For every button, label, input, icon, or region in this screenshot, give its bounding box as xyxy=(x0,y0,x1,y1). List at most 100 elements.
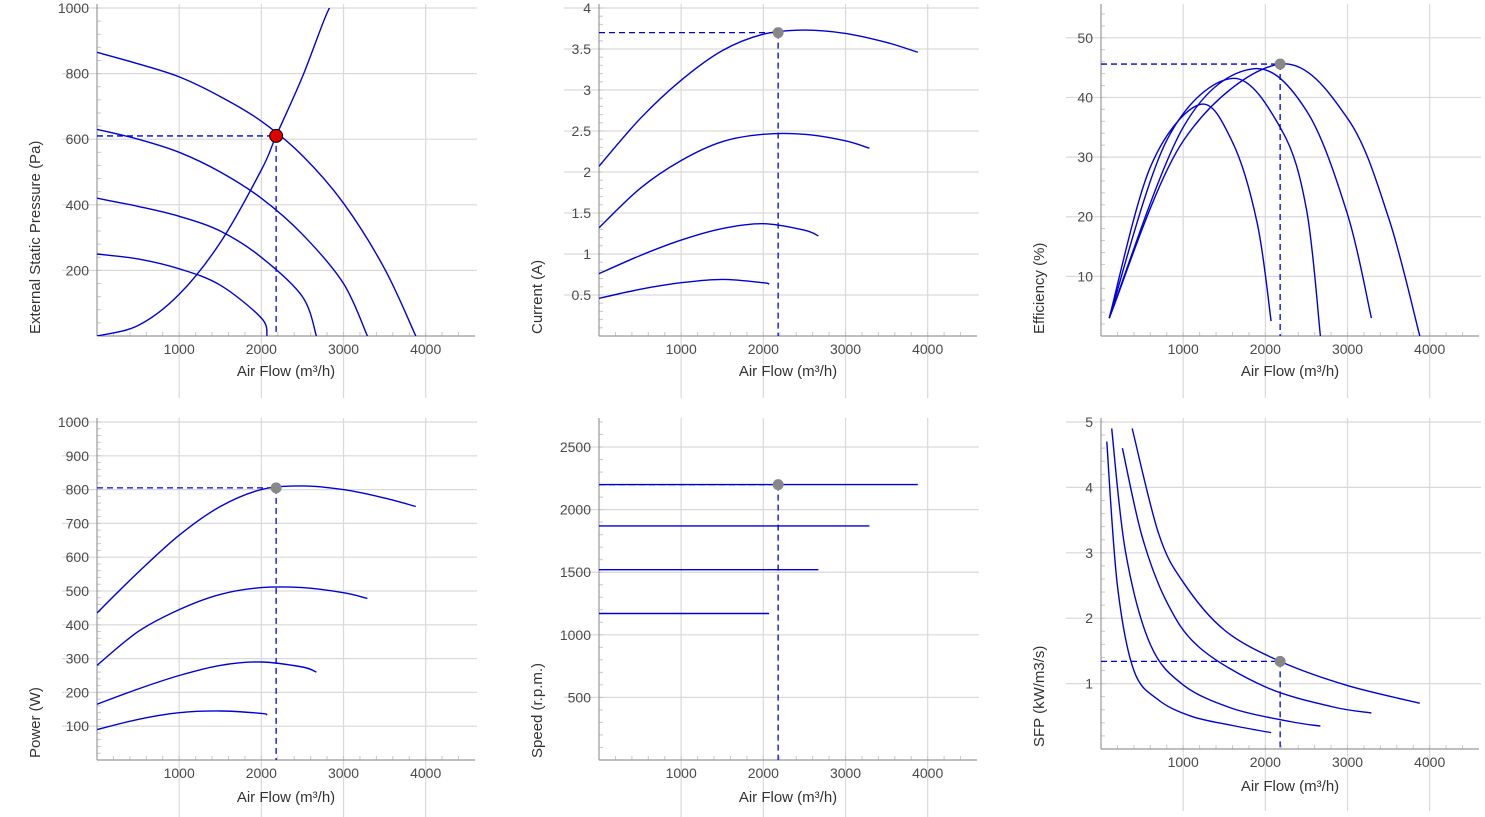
y-tick-label: 4 xyxy=(583,0,591,16)
x-tick-label: 3000 xyxy=(1332,754,1363,770)
series-curve-4 xyxy=(1106,441,1272,734)
x-axis-title: Air Flow (m³/h) xyxy=(237,363,335,380)
x-tick-label: 2000 xyxy=(748,341,779,357)
series-curve-1 xyxy=(599,29,919,167)
series-curve-4 xyxy=(97,253,268,336)
y-tick-label: 100 xyxy=(66,718,90,734)
chart-current-a: 1000 2000 3000 4000 0.5 1 1.5 2 2.5 3 3.5 4 Air Flow… xyxy=(529,0,979,398)
x-tick-label: 3000 xyxy=(830,341,861,357)
x-axis-title: Air Flow (m³/h) xyxy=(237,789,335,806)
x-tick-label: 2000 xyxy=(748,765,779,781)
operating-point-marker[interactable] xyxy=(270,482,282,494)
x-tick-label: 4000 xyxy=(912,765,943,781)
y-tick-label: 4 xyxy=(1085,479,1093,495)
y-tick-label: 3 xyxy=(583,82,591,98)
x-tick-label: 3000 xyxy=(328,341,359,357)
series-curve-4 xyxy=(599,278,770,299)
y-tick-label: 200 xyxy=(66,684,90,700)
operating-point-marker[interactable] xyxy=(1274,655,1286,667)
x-tick-label: 1000 xyxy=(164,765,195,781)
y-tick-label: 2500 xyxy=(560,439,591,455)
y-tick-label: 20 xyxy=(1077,209,1093,225)
y-tick-label: 1 xyxy=(1085,676,1093,692)
x-tick-label: 1000 xyxy=(1168,341,1199,357)
operating-point-marker[interactable] xyxy=(772,479,784,491)
series-curve-4 xyxy=(1108,103,1272,322)
x-tick-label: 2000 xyxy=(246,765,277,781)
y-tick-label: 1500 xyxy=(560,564,591,580)
y-tick-label: 800 xyxy=(66,482,90,498)
y-tick-label: 600 xyxy=(66,549,90,565)
series-curve-3 xyxy=(599,222,819,275)
x-tick-label: 4000 xyxy=(1414,754,1445,770)
operating-point-marker[interactable] xyxy=(269,128,284,143)
y-axis-title: SFP (kW/m3/s) xyxy=(1031,646,1048,747)
x-tick-label: 2000 xyxy=(1250,341,1281,357)
chart-sfp-kw-m3-s: 1000 2000 3000 4000 1 2 3 4 5 Air Flow (m³/h) SFP … xyxy=(1031,414,1481,811)
x-tick-label: 1000 xyxy=(164,341,195,357)
x-tick-label: 2000 xyxy=(246,341,277,357)
y-tick-label: 50 xyxy=(1077,30,1093,46)
y-tick-label: 3.5 xyxy=(572,41,592,57)
x-tick-label: 1000 xyxy=(666,765,697,781)
y-tick-label: 1000 xyxy=(560,627,591,643)
x-tick-label: 4000 xyxy=(410,765,441,781)
chart-external-static-pressure-pa: 1000 2000 3000 4000 200 400 600 800 1000 Air Flow… xyxy=(27,0,477,398)
x-tick-label: 4000 xyxy=(912,341,943,357)
y-tick-label: 400 xyxy=(66,617,90,633)
series-curve-4 xyxy=(97,710,268,731)
y-tick-label: 3 xyxy=(1085,545,1093,561)
y-tick-label: 1 xyxy=(583,246,591,262)
series-curve-2 xyxy=(1108,67,1373,319)
y-tick-label: 0.5 xyxy=(572,287,592,303)
y-tick-label: 200 xyxy=(66,262,90,278)
y-axis-title: External Static Pressure (Pa) xyxy=(27,141,44,334)
series-curve-3 xyxy=(1108,77,1322,336)
series-curve-3 xyxy=(1111,428,1321,727)
y-tick-label: 600 xyxy=(66,131,90,147)
y-tick-label: 400 xyxy=(66,197,90,213)
y-tick-label: 2 xyxy=(583,164,591,180)
y-tick-label: 40 xyxy=(1077,89,1093,105)
series-curve-2 xyxy=(97,128,369,336)
y-tick-label: 2000 xyxy=(560,502,591,518)
y-tick-label: 5 xyxy=(1085,414,1093,430)
y-axis-title: Current (A) xyxy=(529,260,546,334)
y-tick-label: 2.5 xyxy=(572,123,592,139)
series-curve-1 xyxy=(97,51,417,336)
x-tick-label: 4000 xyxy=(1414,341,1445,357)
x-axis-title: Air Flow (m³/h) xyxy=(1241,363,1339,380)
y-tick-label: 2 xyxy=(1085,610,1093,626)
y-tick-label: 700 xyxy=(66,515,90,531)
y-axis-title: Efficiency (%) xyxy=(1031,243,1048,334)
y-tick-label: 500 xyxy=(568,689,592,705)
y-tick-label: 300 xyxy=(66,651,90,667)
y-axis-title: Speed (r.p.m.) xyxy=(529,663,546,758)
y-tick-label: 10 xyxy=(1077,268,1093,284)
series-curve-3 xyxy=(97,197,318,336)
series-curve-2 xyxy=(1121,448,1372,714)
x-axis-title: Air Flow (m³/h) xyxy=(1241,778,1339,795)
chart-efficiency: 1000 2000 3000 4000 10 20 30 40 50 Air Flow (m³/h… xyxy=(1031,4,1481,398)
y-tick-label: 900 xyxy=(66,448,90,464)
chart-power-w: 1000 2000 3000 4000 100 200 300 400 500 600 700 800… xyxy=(27,414,477,817)
series-curve-1 xyxy=(1108,63,1421,336)
series-curve-1 xyxy=(1131,428,1420,704)
y-tick-label: 1000 xyxy=(58,414,89,430)
x-tick-label: 2000 xyxy=(1250,754,1281,770)
x-tick-label: 1000 xyxy=(1168,754,1199,770)
operating-point-marker[interactable] xyxy=(772,27,784,39)
x-tick-label: 3000 xyxy=(830,765,861,781)
x-axis-title: Air Flow (m³/h) xyxy=(739,789,837,806)
operating-point-marker[interactable] xyxy=(1274,58,1286,70)
y-tick-label: 1.5 xyxy=(572,205,592,221)
series-curve-1 xyxy=(97,485,416,614)
y-tick-label: 1000 xyxy=(58,0,89,16)
series-curve-3 xyxy=(97,661,317,705)
chart-speed-r-p-m: 1000 2000 3000 4000 500 1000 1500 2000 2500 Air F… xyxy=(529,418,979,817)
series-curve-5 xyxy=(97,8,331,336)
y-tick-label: 500 xyxy=(66,583,90,599)
y-axis-title: Power (W) xyxy=(27,687,44,758)
y-tick-label: 30 xyxy=(1077,149,1093,165)
